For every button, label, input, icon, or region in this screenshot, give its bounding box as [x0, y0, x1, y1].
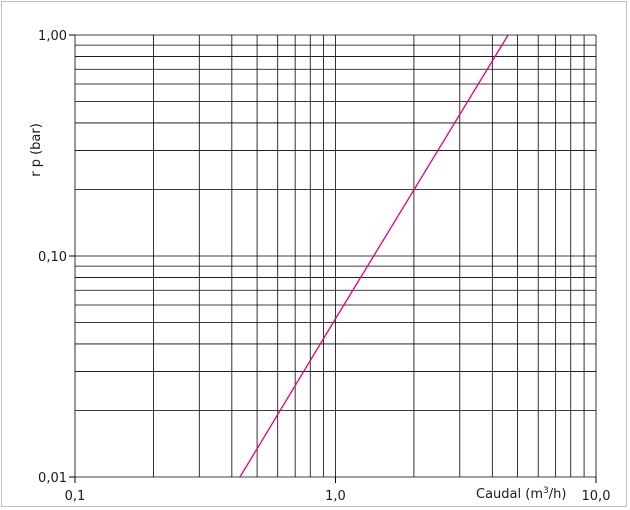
series-lines: [239, 34, 509, 478]
x-tick-label-2: 10,0: [582, 489, 611, 504]
x-axis-label: Caudal (m3/h): [476, 486, 566, 502]
x-tick-label-1: 1,0: [325, 489, 346, 504]
x-tick-label-0: 0,1: [65, 489, 86, 504]
y-tick-label-0: 0,01: [38, 471, 67, 486]
y-tick-label-1: 0,10: [38, 250, 67, 265]
series-line-0: [239, 34, 509, 478]
y-tick-label-2: 1,00: [38, 29, 67, 44]
y-axis-label: r p (bar): [29, 123, 44, 177]
tick-labels: 0,1 1,0 10,0 0,01 0,10 1,00: [38, 29, 610, 504]
grid: [69, 34, 597, 483]
